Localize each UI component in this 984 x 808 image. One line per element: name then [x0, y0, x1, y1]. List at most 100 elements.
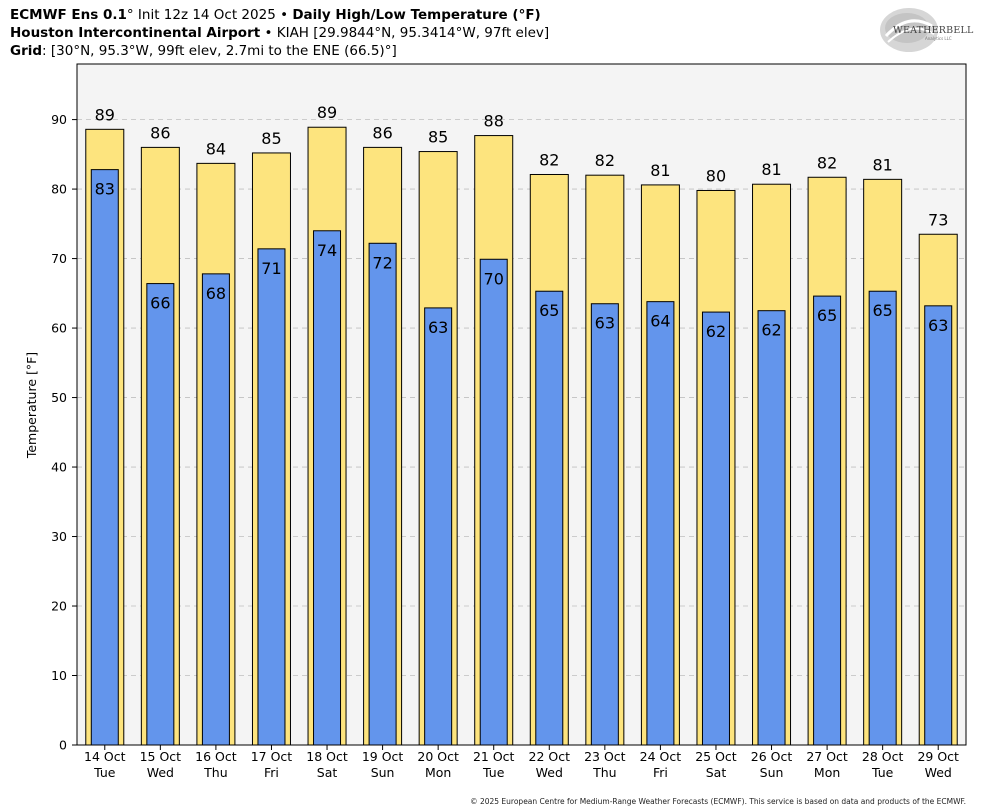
model-name: ECMWF Ens 0.1	[10, 7, 127, 23]
y-tick-label: 50	[51, 390, 67, 405]
x-tick-label-weekday: Tue	[871, 765, 894, 780]
low-temp-bar	[313, 230, 342, 746]
y-tick-label: 90	[51, 112, 67, 127]
copyright-footer: © 2025 European Centre for Medium-Range …	[470, 797, 966, 806]
x-tick-label-date: 29 Oct	[917, 749, 959, 764]
low-temp-label: 65	[872, 301, 892, 320]
x-tick-label-weekday: Sun	[760, 765, 784, 780]
x-tick-label-weekday: Fri	[653, 765, 668, 780]
high-temp-label: 89	[317, 103, 337, 122]
y-tick-label: 80	[51, 182, 67, 197]
logo-subtext: Analytics LLC	[925, 36, 952, 41]
low-temp-bar	[257, 248, 286, 746]
x-tick-label-date: 23 Oct	[584, 749, 626, 764]
y-tick-label: 70	[51, 251, 67, 266]
x-tick-label-weekday: Tue	[482, 765, 505, 780]
x-tick-label-date: 28 Oct	[862, 749, 904, 764]
x-tick-label-date: 21 Oct	[473, 749, 515, 764]
plot-frame	[76, 63, 967, 746]
x-tick-label-date: 24 Oct	[640, 749, 682, 764]
x-tick-label-date: 19 Oct	[362, 749, 404, 764]
low-temp-label: 64	[650, 312, 670, 331]
low-temp-bar	[868, 290, 897, 746]
x-tick-label-date: 14 Oct	[84, 749, 126, 764]
high-temp-label: 85	[428, 128, 448, 147]
station-name: Houston Intercontinental Airport	[10, 25, 261, 41]
x-tick-label-weekday: Sun	[371, 765, 395, 780]
low-temp-label: 62	[706, 322, 726, 341]
low-temp-bar	[424, 307, 453, 746]
high-temp-label: 86	[150, 123, 170, 142]
x-tick-label-date: 25 Oct	[695, 749, 737, 764]
low-temp-bar	[146, 283, 175, 746]
x-tick-label-weekday: Sat	[706, 765, 727, 780]
init-time: Init 12z 14 Oct 2025 •	[133, 7, 293, 23]
x-tick-label-date: 22 Oct	[529, 749, 571, 764]
x-tick-label-date: 27 Oct	[806, 749, 848, 764]
low-temp-label: 83	[95, 180, 115, 199]
station-details: • KIAH [29.9844°N, 95.3414°W, 97ft elev]	[260, 25, 550, 41]
low-temp-label: 63	[428, 318, 448, 337]
low-temp-label: 62	[761, 321, 781, 340]
x-tick-label-date: 16 Oct	[195, 749, 237, 764]
swirl-logo-icon	[880, 8, 938, 52]
low-temp-label: 63	[595, 314, 615, 333]
low-temp-bar	[90, 169, 119, 746]
y-tick-label: 60	[51, 321, 67, 336]
x-tick-label-date: 26 Oct	[751, 749, 793, 764]
x-tick-label-weekday: Thu	[592, 765, 616, 780]
x-tick-label-date: 15 Oct	[140, 749, 182, 764]
x-tick-label-weekday: Wed	[925, 765, 952, 780]
low-temp-bar	[535, 290, 564, 746]
high-temp-label: 82	[817, 153, 837, 172]
high-temp-label: 88	[484, 112, 504, 131]
x-tick-label-weekday: Thu	[203, 765, 227, 780]
chart-header: ECMWF Ens 0.1° Init 12z 14 Oct 2025 • Da…	[10, 6, 549, 60]
x-tick-label-weekday: Wed	[147, 765, 174, 780]
grid-details: : [30°N, 95.3°W, 99ft elev, 2.7mi to the…	[42, 43, 397, 59]
x-tick-label-weekday: Tue	[93, 765, 116, 780]
low-temp-bar	[757, 310, 786, 746]
high-temp-label: 81	[872, 155, 892, 174]
y-tick-label: 40	[51, 460, 67, 475]
high-temp-label: 85	[261, 129, 281, 148]
low-temp-bar	[701, 311, 730, 746]
high-temp-label: 80	[706, 166, 726, 185]
y-tick-label: 30	[51, 529, 67, 544]
bars: 89 83 86 66 84 68 85 71 89 74 86 72 85 63 88 70 82 65 82 63…	[85, 103, 958, 746]
low-temp-label: 63	[928, 316, 948, 335]
grid-label: Grid	[10, 43, 43, 59]
y-tick-label: 0	[59, 738, 67, 753]
low-temp-label: 74	[317, 241, 337, 260]
high-temp-label: 81	[650, 161, 670, 180]
logo-text: WEATHERBELL	[893, 25, 974, 36]
header-line-grid: Grid: [30°N, 95.3°W, 99ft elev, 2.7mi to…	[10, 42, 549, 60]
high-temp-label: 89	[95, 105, 115, 124]
x-tick-label-weekday: Mon	[814, 765, 840, 780]
low-temp-label: 68	[206, 284, 226, 303]
low-temp-label: 72	[372, 253, 392, 272]
low-temp-bar	[924, 305, 953, 746]
x-tick-label-weekday: Sat	[317, 765, 338, 780]
x-tick-label-date: 20 Oct	[417, 749, 459, 764]
low-temp-bar	[646, 301, 675, 746]
header-line-station: Houston Intercontinental Airport • KIAH …	[10, 24, 549, 42]
low-temp-label: 65	[817, 306, 837, 325]
low-temp-label: 71	[261, 259, 281, 278]
high-temp-label: 82	[595, 151, 615, 170]
high-temp-label: 73	[928, 210, 948, 229]
x-tick-label-weekday: Mon	[425, 765, 451, 780]
x-tick-label-weekday: Fri	[264, 765, 279, 780]
y-axis-label: Temperature [°F]	[24, 352, 39, 459]
model-degree: °	[126, 7, 134, 23]
low-temp-label: 70	[484, 269, 504, 288]
high-temp-label: 84	[206, 139, 226, 158]
header-line-model: ECMWF Ens 0.1° Init 12z 14 Oct 2025 • Da…	[10, 6, 549, 24]
high-temp-label: 81	[761, 160, 781, 179]
x-tick-label-weekday: Wed	[536, 765, 563, 780]
x-tick-label-date: 17 Oct	[251, 749, 293, 764]
x-tick-label-date: 18 Oct	[306, 749, 348, 764]
low-temp-bar	[813, 295, 842, 746]
